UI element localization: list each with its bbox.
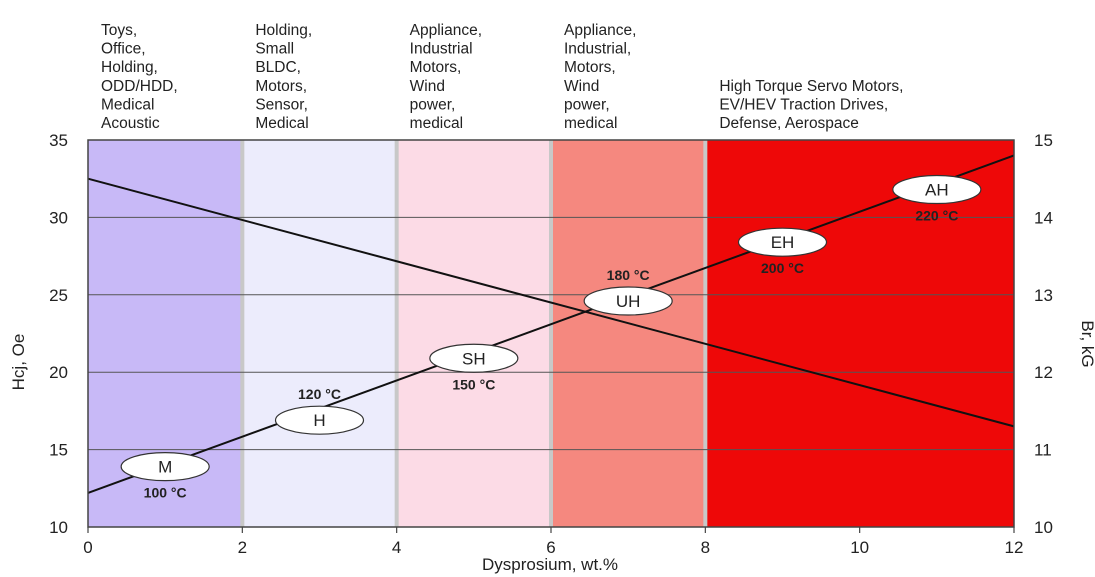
y-tick-label: 35 — [49, 131, 68, 150]
grade-label: AH — [925, 181, 949, 200]
grade-temperature-label: 150 °C — [452, 376, 495, 392]
series-lines — [87, 154, 1015, 494]
grade-label: EH — [771, 233, 795, 252]
grade-marker — [892, 174, 982, 205]
grade-label: SH — [462, 349, 486, 368]
band-0-caption-line: Toys, — [101, 22, 137, 39]
band-divider-3 — [549, 140, 553, 527]
x-tick-label: 10 — [850, 538, 869, 557]
y-tick-label: 20 — [49, 363, 68, 382]
x-tick-label: 0 — [83, 538, 92, 557]
y2-tick-label: 12 — [1034, 363, 1053, 382]
band-3-caption-line: power, — [564, 96, 610, 113]
x-tick-label: 12 — [1005, 538, 1024, 557]
br-line — [87, 177, 1015, 428]
grade-label: H — [313, 411, 325, 430]
y2-tick-label: 14 — [1034, 208, 1053, 227]
grade-label: UH — [616, 292, 641, 311]
band-4-caption-line: Defense, Aerospace — [719, 115, 859, 132]
band-2-caption-line: medical — [410, 115, 463, 132]
y-tick-label: 30 — [49, 208, 68, 227]
band-4-caption-line: High Torque Servo Motors, — [719, 78, 903, 95]
application-bands: Toys,Office,Holding,ODD/HDD,MedicalAcous… — [88, 22, 1014, 527]
y-tick-label: 10 — [49, 518, 68, 537]
grade-labels: M 100 °C H 120 °C SH 150 °C UH 180 °C EH 200 °C AH… — [120, 174, 982, 501]
grade-temperature-label: 200 °C — [761, 260, 804, 276]
grade-marker — [583, 286, 673, 316]
band-1-caption-line: Motors, — [255, 78, 307, 95]
hcj-line — [87, 154, 1015, 494]
band-0-caption-line: Medical — [101, 96, 154, 113]
band-1-caption-line: BLDC, — [255, 59, 301, 76]
grade-temperature-label: 120 °C — [298, 386, 341, 402]
grade-temperature-label: 180 °C — [607, 267, 650, 283]
grade-marker — [274, 405, 365, 435]
band-0-caption-line: ODD/HDD, — [101, 78, 178, 95]
band-3-caption-line: Wind — [564, 78, 599, 95]
x-tick-label: 8 — [701, 538, 710, 557]
band-divider-2 — [394, 140, 399, 527]
band-2-caption-line: Industrial — [410, 41, 473, 58]
band-2-caption-line: Motors, — [410, 59, 462, 76]
band-4-caption-line: EV/HEV Traction Drives, — [719, 96, 888, 113]
band-divider-1 — [240, 140, 245, 527]
band-1-caption-line: Holding, — [255, 22, 312, 39]
band-1-caption-line: Small — [255, 41, 294, 58]
band-4 — [705, 140, 1014, 527]
y-axis-label: Hcj, Oe — [9, 334, 28, 391]
band-3 — [551, 140, 706, 527]
band-3-caption-line: Motors, — [564, 59, 616, 76]
band-0-caption-line: Office, — [101, 41, 146, 58]
axes: 10 15 20 25 30 35 10 11 12 13 14 15 0 2 4 6 8 10 12 — [49, 131, 1053, 557]
band-0-caption-line: Holding, — [101, 59, 158, 76]
band-1 — [242, 140, 397, 527]
y2-tick-label: 10 — [1034, 518, 1053, 537]
band-2-caption-line: Appliance, — [410, 22, 482, 39]
grade-temperature-label: 220 °C — [915, 208, 958, 224]
y2-tick-label: 13 — [1034, 286, 1053, 305]
y-tick-label: 25 — [49, 286, 68, 305]
grade-marker — [737, 227, 828, 257]
y-tick-label: 15 — [49, 441, 68, 460]
band-1-caption-line: Sensor, — [255, 96, 308, 113]
y2-tick-label: 15 — [1034, 131, 1053, 150]
grade-marker — [120, 452, 210, 482]
band-3-caption-line: Appliance, — [564, 22, 636, 39]
band-1-caption-line: Medical — [255, 115, 308, 132]
band-3-caption-line: medical — [564, 115, 617, 132]
band-divider-4 — [703, 140, 708, 527]
grade-label: M — [158, 458, 172, 477]
x-tick-label: 4 — [392, 538, 401, 557]
grade-temperature-label: 100 °C — [144, 485, 187, 501]
y2-tick-label: 11 — [1034, 441, 1052, 460]
x-tick-label: 6 — [546, 538, 555, 557]
x-axis-label: Dysprosium, wt.% — [482, 555, 618, 574]
y2-axis-label: Br, kG — [1078, 320, 1095, 367]
x-tick-label: 2 — [238, 538, 247, 557]
band-0-caption-line: Acoustic — [101, 115, 160, 132]
grade-marker — [429, 343, 519, 373]
band-2-caption-line: Wind — [410, 78, 445, 95]
band-2-caption-line: power, — [410, 96, 456, 113]
band-3-caption-line: Industrial, — [564, 41, 631, 58]
